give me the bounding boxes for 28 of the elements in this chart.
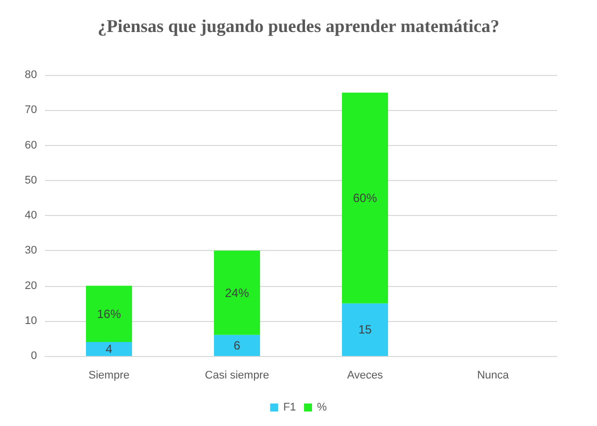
y-tick-label: 30 bbox=[24, 244, 37, 257]
y-tick-label: 20 bbox=[24, 280, 37, 292]
bar bbox=[214, 250, 260, 335]
y-tick-label: 80 bbox=[24, 69, 37, 81]
x-tick-label: Aveces bbox=[347, 370, 384, 382]
chart-title: ¿Piensas que jugando puedes aprender matemática? bbox=[98, 16, 500, 36]
y-tick-label: 60 bbox=[24, 139, 37, 152]
bar bbox=[86, 286, 132, 342]
legend-label: % bbox=[317, 402, 328, 414]
data-label: 16% bbox=[96, 306, 122, 321]
data-label: 60% bbox=[352, 190, 378, 205]
y-tick-label: 50 bbox=[24, 174, 37, 186]
y-tick-label: 10 bbox=[24, 314, 37, 327]
y-tick-label: 40 bbox=[24, 210, 37, 222]
bar bbox=[342, 303, 388, 356]
data-label: 6 bbox=[234, 338, 241, 352]
y-tick-label: 0 bbox=[30, 350, 37, 362]
bar bbox=[86, 342, 132, 356]
data-label: 24% bbox=[224, 286, 250, 300]
bar bbox=[342, 92, 388, 304]
bar bbox=[214, 334, 260, 356]
data-label: 4 bbox=[106, 342, 113, 356]
x-tick-label: Nunca bbox=[477, 370, 510, 382]
x-tick-label: Siempre bbox=[88, 370, 130, 382]
legend-label: F1 bbox=[283, 402, 296, 414]
data-label: 15 bbox=[358, 322, 372, 337]
x-tick-label: Casi siempre bbox=[204, 370, 270, 382]
y-tick-label: 70 bbox=[24, 104, 37, 116]
